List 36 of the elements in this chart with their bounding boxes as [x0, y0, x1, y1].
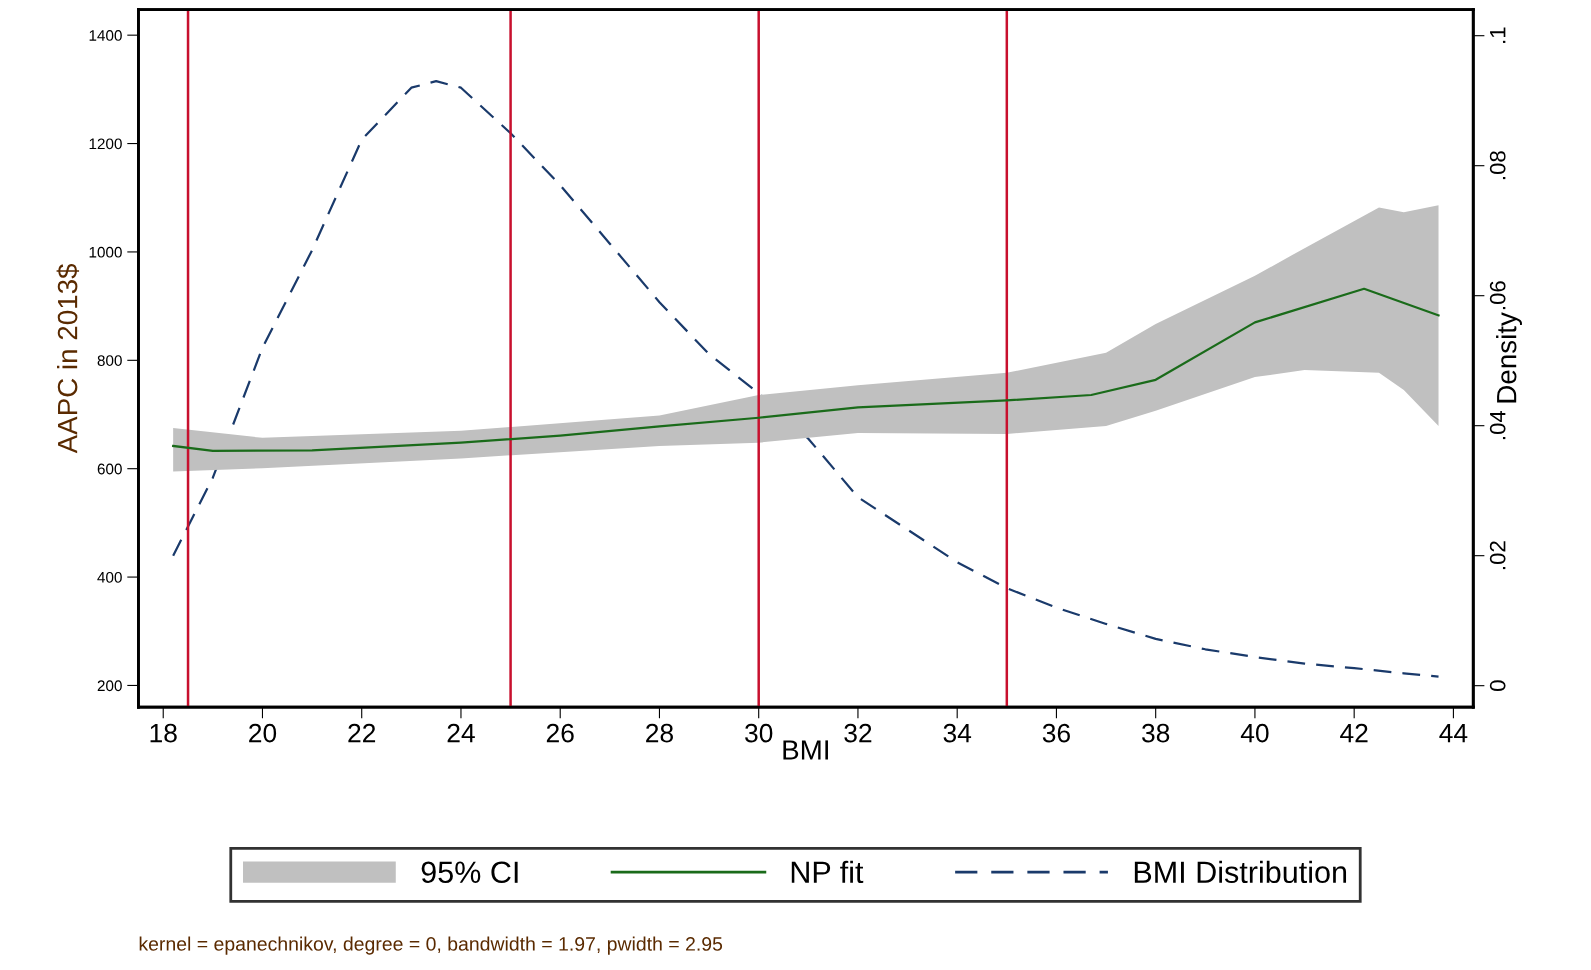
x-tick-label: 32 — [844, 723, 872, 743]
text: kernel = epanechnikov, degree = 0, bandwidth = 1.97, pwidth = 2.95 — [139, 936, 723, 955]
y2-axis-title: Density — [1496, 312, 1522, 403]
y2-tick-label: .08 — [1489, 151, 1506, 180]
y2-tick-label: .04 — [1489, 410, 1506, 440]
line-series — [172, 80, 1440, 678]
x-tick-label: 24 — [447, 723, 475, 743]
x-axis-title: BMI — [783, 740, 828, 760]
x-tick-label: 28 — [646, 723, 673, 743]
x-tick-label: 34 — [943, 723, 972, 743]
y2-tick-label: .1 — [1490, 27, 1506, 43]
x-tick-label: 30 — [745, 723, 773, 743]
legend-label: BMI Distribution — [1134, 860, 1347, 884]
y-axis-title: AAPC in 2013$ — [56, 263, 80, 454]
y2-tick-label: 0 — [1489, 680, 1506, 691]
x-tick-label: 22 — [348, 723, 376, 743]
x-tick-label: 26 — [546, 723, 574, 743]
x-tick-label: 44 — [1439, 724, 1468, 743]
y-tick-label: 400 — [97, 571, 122, 583]
y-tick-label: 800 — [97, 355, 122, 366]
x-tick-label: 42 — [1340, 723, 1368, 743]
y-tick-label: 600 — [97, 463, 122, 475]
x-tick-label: 38 — [1142, 723, 1170, 743]
x-tick-label: 36 — [1042, 723, 1070, 743]
legend-label: 95% CI — [421, 861, 518, 884]
y2-tick-label: .02 — [1489, 541, 1506, 570]
x-tick-label: 20 — [249, 723, 277, 743]
y-tick-label: 1400 — [89, 30, 122, 41]
y-tick-label: 1200 — [89, 138, 122, 150]
y-tick-label: 200 — [97, 680, 122, 692]
x-tick-label: 18 — [150, 723, 177, 743]
y-tick-label: 1000 — [89, 246, 122, 258]
y2-tick-label: .06 — [1489, 281, 1506, 310]
line-series — [172, 287, 1440, 452]
x-tick-label: 40 — [1240, 723, 1269, 743]
legend-label: NP fit — [791, 860, 864, 884]
